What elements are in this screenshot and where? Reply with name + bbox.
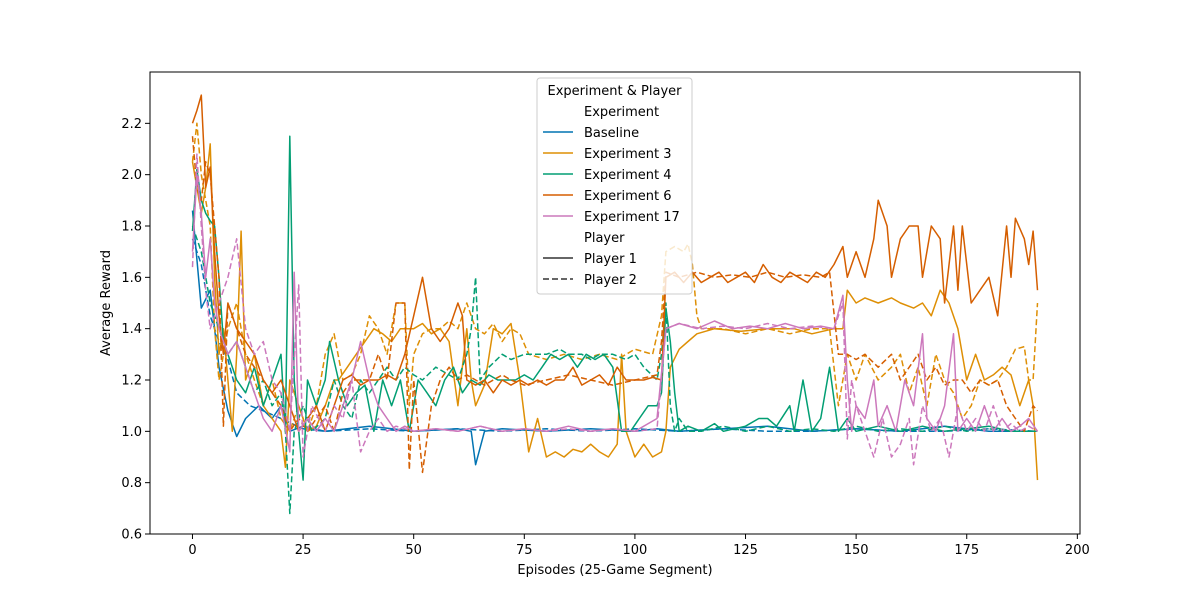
legend-label-experiment-6: Experiment 6 (584, 189, 672, 204)
x-tick-label: 0 (188, 543, 196, 558)
legend-label-experiment-17: Experiment 17 (584, 210, 680, 225)
plot-frame (149, 71, 1081, 535)
x-tick-label: 100 (622, 543, 647, 558)
legend-label-player-2: Player 2 (584, 273, 637, 288)
legend-label-experiment-4: Experiment 4 (584, 168, 672, 183)
series-layer (191, 94, 1039, 515)
legend-title: Experiment & Player (548, 84, 683, 99)
x-tick-label: 150 (844, 543, 869, 558)
x-tick-label: 175 (954, 543, 979, 558)
x-tick-label: 125 (733, 543, 758, 558)
x-tick-label: 50 (405, 543, 422, 558)
legend-label-player-1: Player 1 (584, 252, 637, 267)
y-axis-label: Average Reward (99, 250, 114, 356)
y-tick-label: 2.0 (121, 168, 142, 183)
y-tick-label: 1.2 (121, 374, 142, 389)
legend-frame (536, 77, 693, 295)
y-tick-label: 1.8 (121, 220, 142, 235)
y-tick-label: 2.2 (121, 117, 142, 132)
legend-header-player: Player (584, 231, 625, 246)
series-line-experiment-3-player-2 (191, 122, 1039, 433)
series-line-experiment-4-player-2 (191, 225, 1038, 515)
legend-experiment-entries: Baseline Experiment 3 Experiment 4 Experime… (543, 126, 680, 225)
legend-header-experiment: Experiment (584, 105, 659, 120)
x-tick-label: 75 (516, 543, 533, 558)
y-tick-label: 0.8 (121, 476, 142, 491)
legend-player-entries: Player 1 Player 2 (543, 252, 637, 288)
x-tick-label: 200 (1065, 543, 1090, 558)
x-axis: 0 25 50 75 100 125 150 175 200 (188, 534, 1090, 558)
series-line-experiment-3-player-1 (191, 143, 1039, 481)
series-line-experiment-6-player-1 (191, 94, 1039, 433)
y-tick-label: 1.6 (121, 271, 142, 286)
series-line-experiment-17-player-2 (191, 153, 1038, 466)
y-tick-label: 0.6 (121, 528, 142, 543)
x-tick-label: 25 (295, 543, 312, 558)
legend: Experiment & Player Experiment Baseline E… (536, 77, 693, 295)
y-axis: 0.6 0.8 1.0 1.2 1.4 1.6 1.8 2.0 2.2 (121, 117, 150, 543)
y-tick-label: 1.0 (121, 425, 142, 440)
legend-label-experiment-3: Experiment 3 (584, 147, 672, 162)
y-tick-label: 1.4 (121, 322, 142, 337)
x-axis-label: Episodes (25-Game Segment) (517, 563, 712, 578)
legend-label-baseline: Baseline (584, 126, 639, 141)
